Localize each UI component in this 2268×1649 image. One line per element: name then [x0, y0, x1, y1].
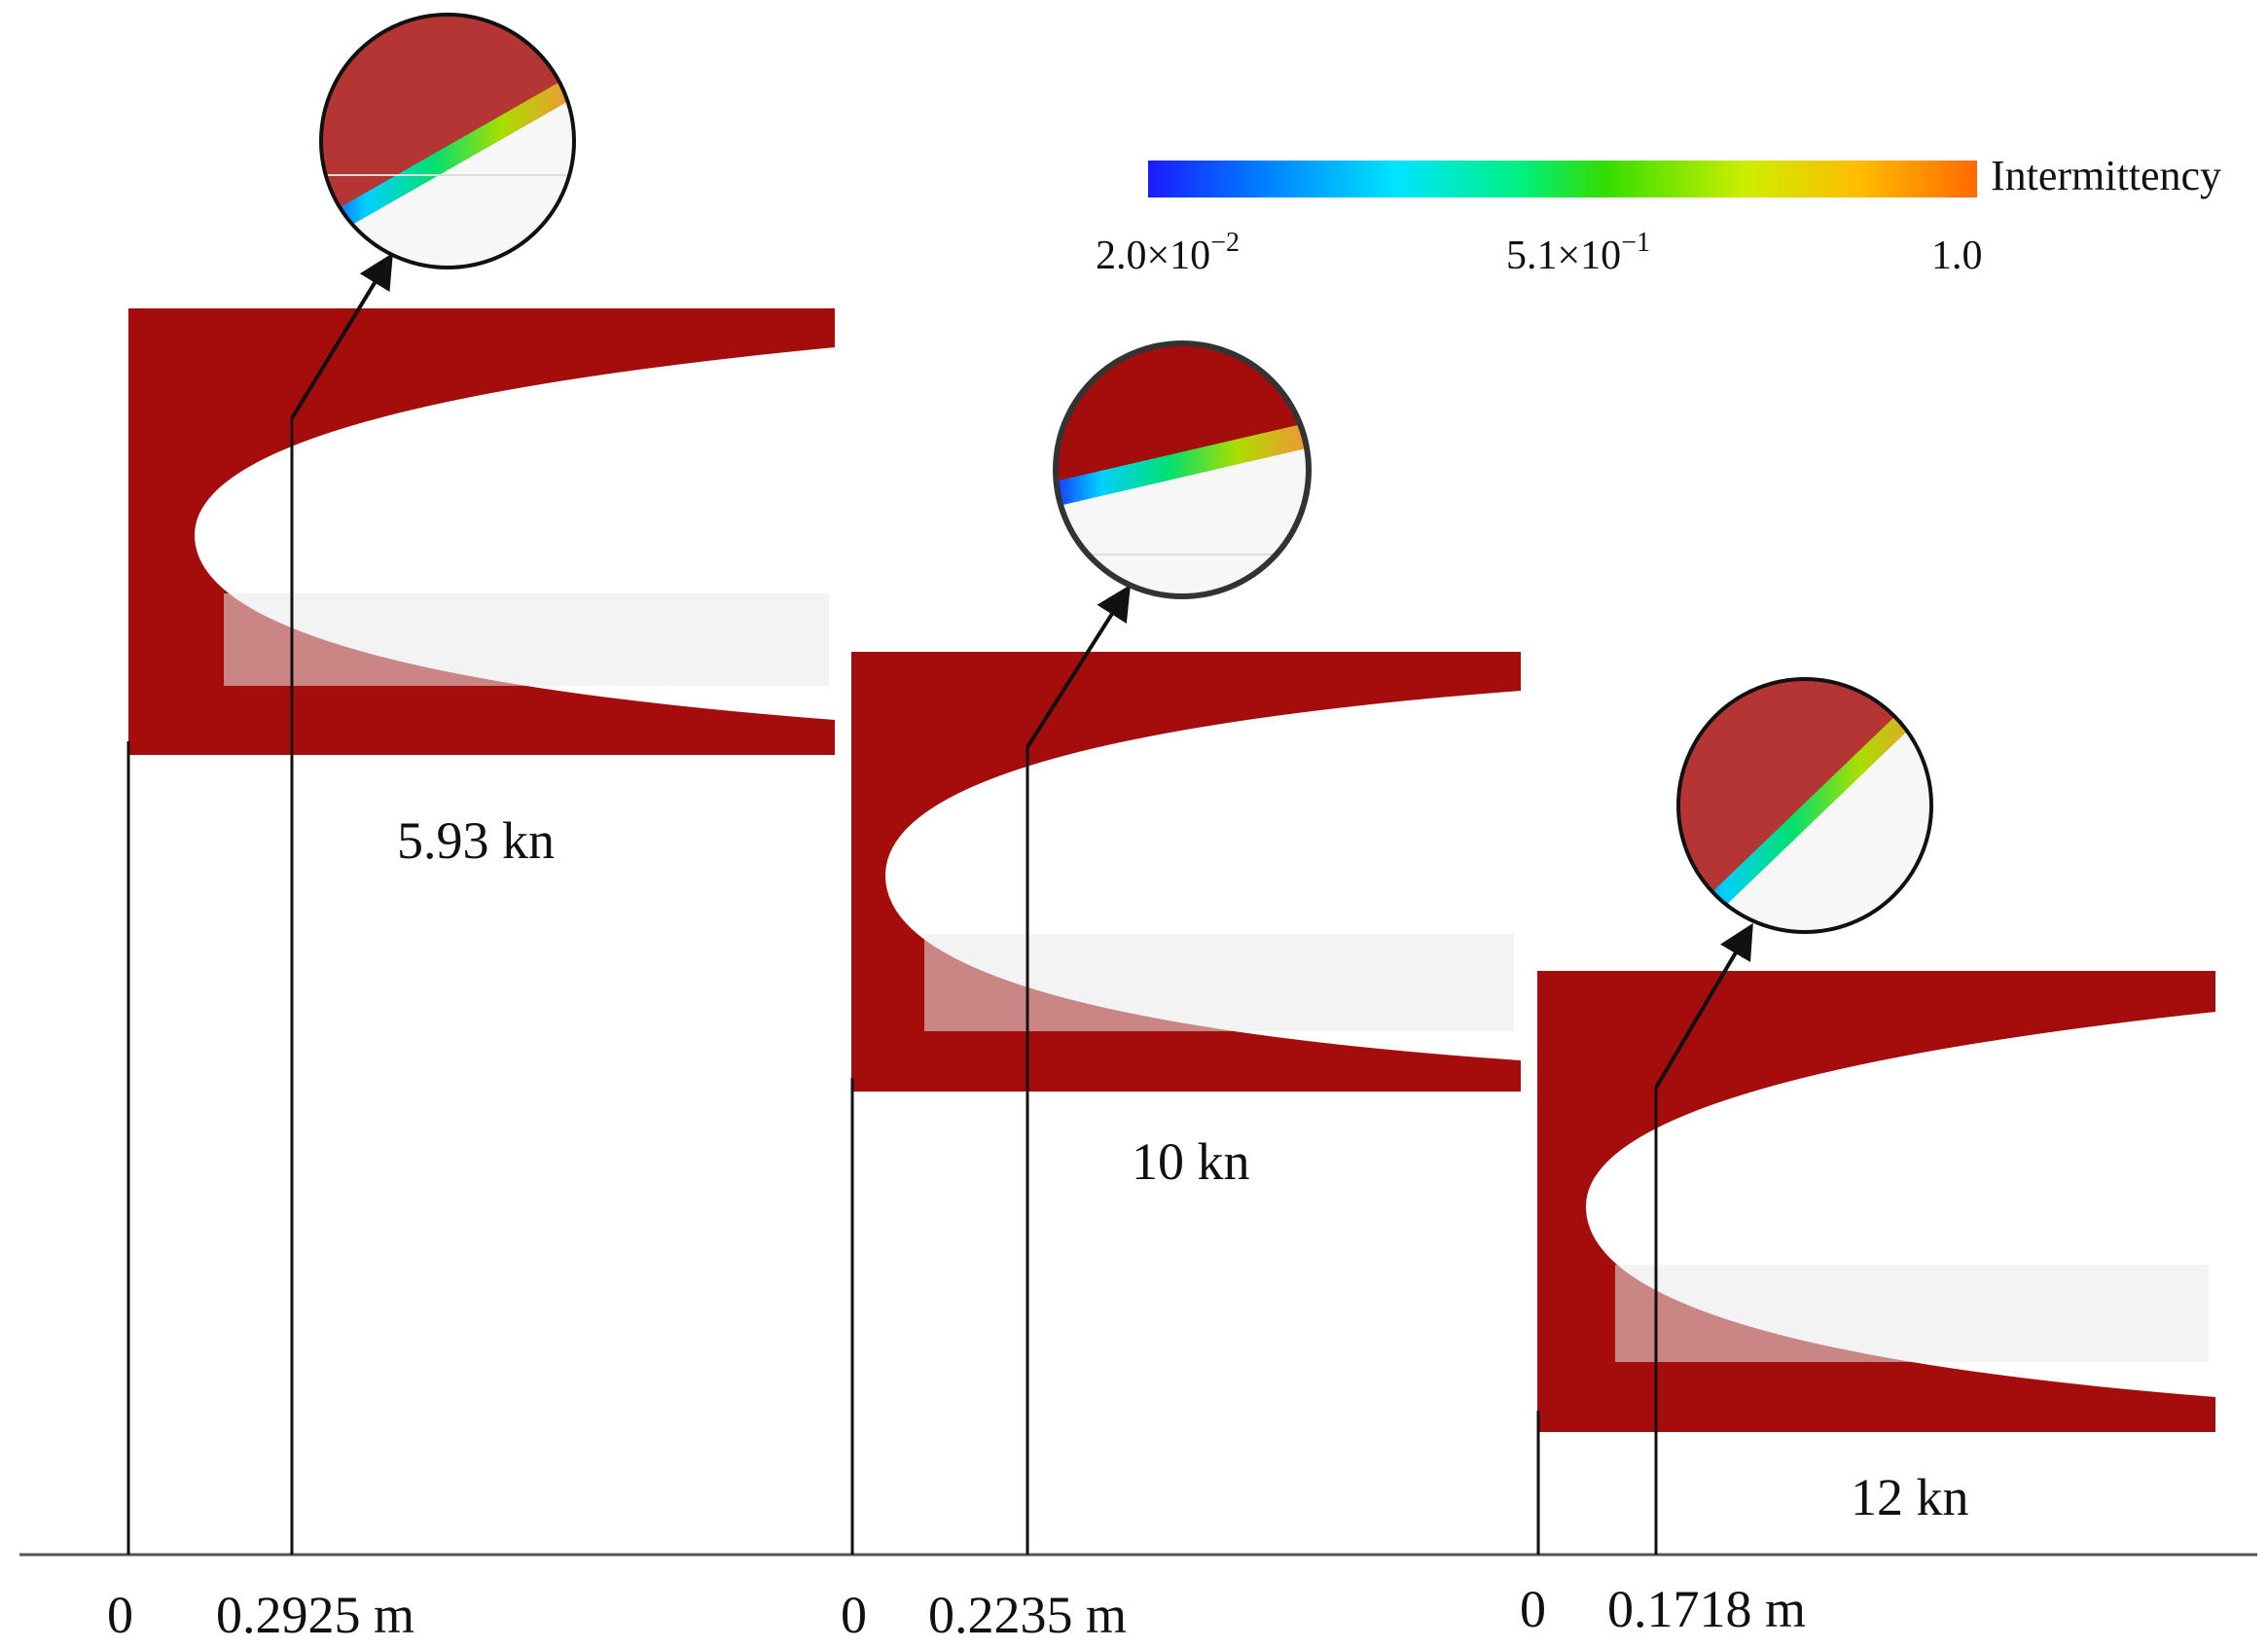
- colorbar-tick-min: 2.0×10−2: [1096, 228, 1240, 278]
- zoom-circle: [319, 13, 576, 269]
- colorbar-gradient: [1148, 161, 1977, 197]
- ground-plane-shading: [224, 593, 829, 686]
- ground-plane-shading: [1615, 1265, 2209, 1362]
- flow-domain: [851, 652, 1521, 1092]
- speed-label: 5.93 kn: [397, 811, 555, 870]
- zoom-arrow: [1654, 922, 1753, 1090]
- speed-label: 10 kn: [1132, 1132, 1250, 1191]
- speed-label: 12 kn: [1851, 1468, 1969, 1526]
- zoom-arrow: [290, 252, 393, 420]
- zero-label: 0: [1520, 1580, 1546, 1638]
- zoom-arrow: [1026, 584, 1131, 749]
- colorbar-tick-max: 1.0: [1931, 233, 1983, 278]
- zoom-inset: [321, 15, 574, 268]
- panel-12-kn: 12 kn 0 0.1718 m: [1520, 677, 2215, 1638]
- zoom-inset: [1678, 679, 1931, 932]
- panel-5-93-kn: 5.93 kn 0 0.2925 m: [107, 13, 835, 1644]
- flow-domain: [128, 308, 835, 755]
- distance-label: 0.2925 m: [216, 1586, 414, 1644]
- zoom-circle: [1053, 341, 1312, 599]
- zoom-circle: [1676, 677, 1933, 934]
- panel-10-kn: 10 kn 0 0.2235 m: [841, 341, 1521, 1644]
- colorbar-label: Intermittency: [1991, 152, 2221, 199]
- flow-domain: [1537, 971, 2215, 1432]
- distance-label: 0.1718 m: [1607, 1580, 1806, 1638]
- colorbar-tick-mid: 5.1×10−1: [1506, 228, 1650, 278]
- zoom-inset: [1056, 343, 1309, 596]
- ground-plane-shading: [924, 934, 1514, 1031]
- zero-label: 0: [841, 1586, 867, 1644]
- zero-label: 0: [107, 1586, 133, 1644]
- distance-label: 0.2235 m: [928, 1586, 1127, 1644]
